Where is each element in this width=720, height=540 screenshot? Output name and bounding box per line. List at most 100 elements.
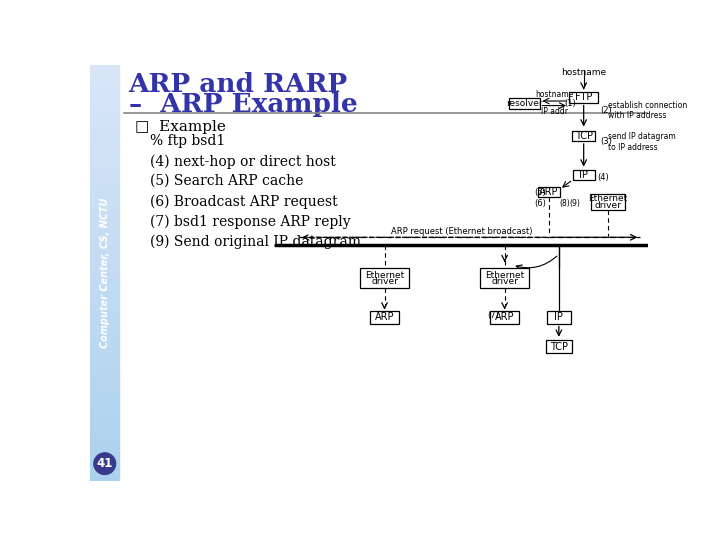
Text: TCP: TCP	[575, 131, 593, 140]
Text: driver: driver	[371, 278, 398, 286]
Text: (5) Search ARP cache: (5) Search ARP cache	[150, 174, 304, 188]
Bar	[360, 268, 409, 288]
Bar	[90, 404, 120, 411]
Bar	[90, 79, 120, 85]
Bar	[90, 231, 120, 238]
Text: driver: driver	[594, 201, 621, 210]
Bar	[90, 252, 120, 259]
Text: ARP: ARP	[495, 312, 514, 322]
Bar	[90, 204, 120, 211]
Bar	[90, 245, 120, 252]
Bar	[90, 134, 120, 141]
Bar	[90, 176, 120, 183]
Bar	[490, 311, 519, 323]
Bar	[90, 280, 120, 287]
Bar	[590, 194, 625, 210]
Text: hostname: hostname	[535, 90, 573, 99]
Bar	[90, 342, 120, 349]
Bar	[90, 65, 120, 72]
Text: ARP request (Ethernet broadcast): ARP request (Ethernet broadcast)	[391, 227, 533, 236]
Text: Ethernet: Ethernet	[588, 194, 627, 203]
Bar	[90, 460, 120, 467]
Bar	[90, 127, 120, 134]
Bar	[90, 425, 120, 432]
Text: (4): (4)	[598, 173, 609, 183]
Text: driver: driver	[491, 278, 518, 286]
Text: (6) Broadcast ARP request: (6) Broadcast ARP request	[150, 194, 338, 208]
Bar	[90, 210, 120, 217]
Bar	[90, 432, 120, 439]
Text: (7): (7)	[487, 310, 500, 320]
Bar	[90, 411, 120, 418]
Text: (5): (5)	[534, 188, 546, 197]
Bar	[90, 363, 120, 370]
Text: send IP datagram
to IP address: send IP datagram to IP address	[608, 132, 675, 152]
Bar	[90, 273, 120, 280]
Bar	[90, 453, 120, 460]
Bar	[90, 141, 120, 148]
Text: IP: IP	[579, 170, 588, 180]
Bar	[90, 356, 120, 363]
Bar	[90, 467, 120, 474]
Text: (8): (8)	[559, 199, 570, 208]
Text: (7) bsd1 response ARP reply: (7) bsd1 response ARP reply	[150, 214, 351, 228]
Bar	[90, 446, 120, 453]
Bar	[90, 224, 120, 231]
Bar	[90, 390, 120, 397]
Text: Ethernet: Ethernet	[365, 271, 404, 280]
Text: ARP: ARP	[539, 187, 559, 197]
Text: (3): (3)	[600, 137, 612, 146]
Bar	[90, 266, 120, 273]
Bar	[90, 120, 120, 127]
Bar	[90, 328, 120, 335]
Bar	[90, 72, 120, 79]
Bar	[90, 294, 120, 300]
Text: IP: IP	[554, 312, 563, 322]
Bar	[569, 92, 598, 103]
Bar	[90, 106, 120, 113]
Text: % ftp bsd1: % ftp bsd1	[150, 134, 225, 148]
Text: –  ARP Example: – ARP Example	[129, 92, 358, 117]
Bar	[90, 197, 120, 204]
Bar	[90, 418, 120, 425]
Bar	[370, 311, 399, 323]
Bar	[90, 474, 120, 481]
Text: hostname: hostname	[561, 68, 606, 77]
Text: IP addr: IP addr	[541, 107, 568, 116]
Text: (1): (1)	[564, 99, 577, 108]
Text: resolver: resolver	[505, 99, 542, 108]
Bar	[546, 340, 572, 353]
Bar	[90, 85, 120, 92]
Bar	[90, 300, 120, 307]
Bar	[90, 217, 120, 224]
Text: FTP: FTP	[575, 92, 593, 102]
Bar	[90, 321, 120, 328]
Text: (4) next-hop or direct host: (4) next-hop or direct host	[150, 154, 336, 168]
Text: (2): (2)	[600, 106, 612, 114]
Bar	[90, 439, 120, 446]
Circle shape	[94, 453, 116, 475]
Bar	[90, 155, 120, 162]
Bar	[90, 162, 120, 169]
Text: 41: 41	[96, 457, 113, 470]
Bar	[90, 190, 120, 197]
Bar	[90, 314, 120, 321]
Bar	[90, 377, 120, 383]
Text: (6): (6)	[534, 199, 546, 208]
Bar	[90, 397, 120, 404]
Bar	[573, 170, 595, 180]
Text: ARP and RARP: ARP and RARP	[129, 72, 348, 98]
Bar	[547, 311, 570, 323]
Text: (9) Send original IP datagram: (9) Send original IP datagram	[150, 234, 361, 248]
Text: TCP: TCP	[550, 342, 568, 352]
Text: Computer Center, CS, NCTU: Computer Center, CS, NCTU	[100, 198, 109, 348]
Bar	[508, 98, 539, 109]
Bar	[90, 287, 120, 294]
Text: (9): (9)	[569, 199, 580, 208]
Bar	[572, 131, 595, 140]
Bar	[90, 113, 120, 120]
Bar	[90, 335, 120, 342]
Bar	[90, 349, 120, 356]
Bar	[538, 187, 559, 197]
Bar	[480, 268, 529, 288]
